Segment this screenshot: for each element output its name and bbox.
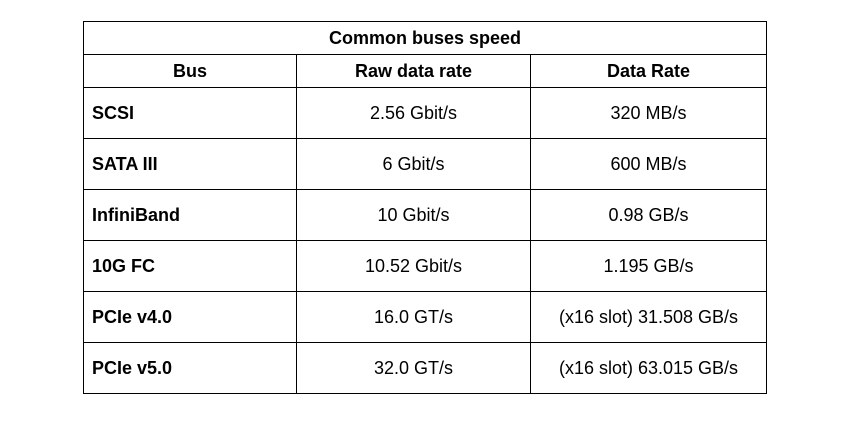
table-header-row: Bus Raw data rate Data Rate (83, 54, 768, 88)
bus-name-cell: SCSI (83, 87, 297, 139)
data-rate-cell: (x16 slot) 31.508 GB/s (529, 291, 768, 343)
raw-rate-cell: 10 Gbit/s (296, 189, 531, 241)
table-title: Common buses speed (82, 21, 768, 55)
bus-speed-table: Common buses speed Bus Raw data rate Dat… (82, 21, 768, 394)
data-rate-cell: 320 MB/s (529, 87, 768, 139)
data-rate-cell: 600 MB/s (529, 138, 768, 190)
data-rate-cell: (x16 slot) 63.015 GB/s (529, 342, 768, 394)
column-header-data-rate: Data Rate (529, 54, 768, 88)
table-row: SATA III 6 Gbit/s 600 MB/s (83, 138, 768, 190)
table-row: PCIe v5.0 32.0 GT/s (x16 slot) 63.015 GB… (83, 342, 768, 394)
data-rate-cell: 0.98 GB/s (529, 189, 768, 241)
raw-rate-cell: 16.0 GT/s (296, 291, 531, 343)
data-rate-cell: 1.195 GB/s (529, 240, 768, 292)
table-row: SCSI 2.56 Gbit/s 320 MB/s (83, 87, 768, 139)
raw-rate-cell: 32.0 GT/s (296, 342, 531, 394)
column-header-raw-data-rate: Raw data rate (296, 54, 531, 88)
table-row: PCIe v4.0 16.0 GT/s (x16 slot) 31.508 GB… (83, 291, 768, 343)
table-row: InfiniBand 10 Gbit/s 0.98 GB/s (83, 189, 768, 241)
bus-name-cell: SATA III (83, 138, 297, 190)
table-row: 10G FC 10.52 Gbit/s 1.195 GB/s (83, 240, 768, 292)
table-title-row: Common buses speed (82, 21, 768, 55)
raw-rate-cell: 6 Gbit/s (296, 138, 531, 190)
bus-name-cell: InfiniBand (83, 189, 297, 241)
bus-name-cell: PCIe v5.0 (83, 342, 297, 394)
raw-rate-cell: 10.52 Gbit/s (296, 240, 531, 292)
bus-name-cell: PCIe v4.0 (83, 291, 297, 343)
bus-name-cell: 10G FC (83, 240, 297, 292)
raw-rate-cell: 2.56 Gbit/s (296, 87, 531, 139)
column-header-bus: Bus (83, 54, 297, 88)
